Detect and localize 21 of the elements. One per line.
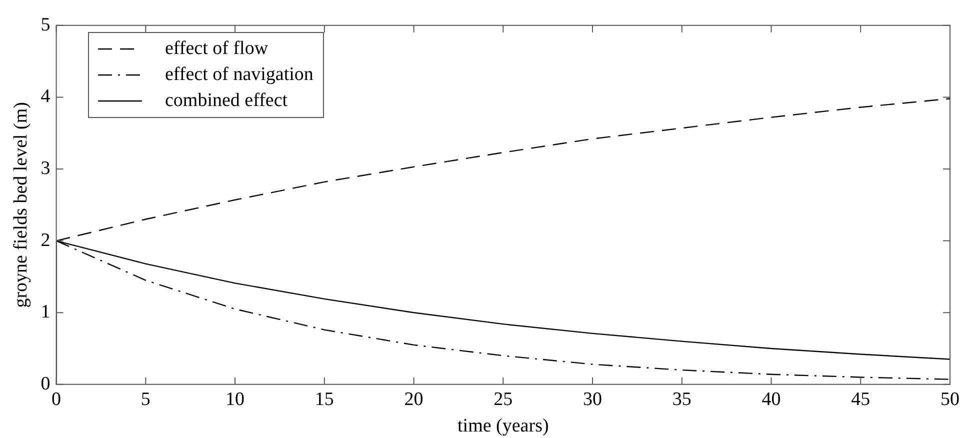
x-tick-label: 45 bbox=[851, 388, 870, 410]
y-tick-label: 4 bbox=[40, 86, 51, 108]
x-tick-label: 10 bbox=[226, 388, 245, 410]
legend-label: effect of flow bbox=[165, 37, 268, 61]
x-tick-label: 20 bbox=[404, 388, 424, 410]
y-tick-label: 2 bbox=[40, 230, 50, 251]
x-tick-label: 35 bbox=[672, 388, 692, 410]
y-tick-label: 1 bbox=[40, 302, 50, 323]
x-tick-label: 50 bbox=[940, 388, 960, 410]
x-axis-title: time (years) bbox=[458, 416, 549, 437]
x-tick-label: 5 bbox=[140, 388, 150, 410]
x-tick-label: 30 bbox=[583, 388, 602, 410]
y-tick-label: 3 bbox=[40, 158, 50, 179]
x-tick-label: 25 bbox=[494, 388, 513, 410]
legend-label: effect of navigation bbox=[165, 63, 314, 87]
legend-label: combined effect bbox=[165, 89, 288, 113]
y-tick-label: 5 bbox=[40, 14, 50, 36]
x-tick-label: 40 bbox=[762, 388, 781, 410]
x-tick-label: 15 bbox=[314, 388, 334, 410]
y-tick-label: 0 bbox=[40, 373, 50, 394]
y-axis-title: groyne fields bed level (m) bbox=[10, 102, 32, 308]
